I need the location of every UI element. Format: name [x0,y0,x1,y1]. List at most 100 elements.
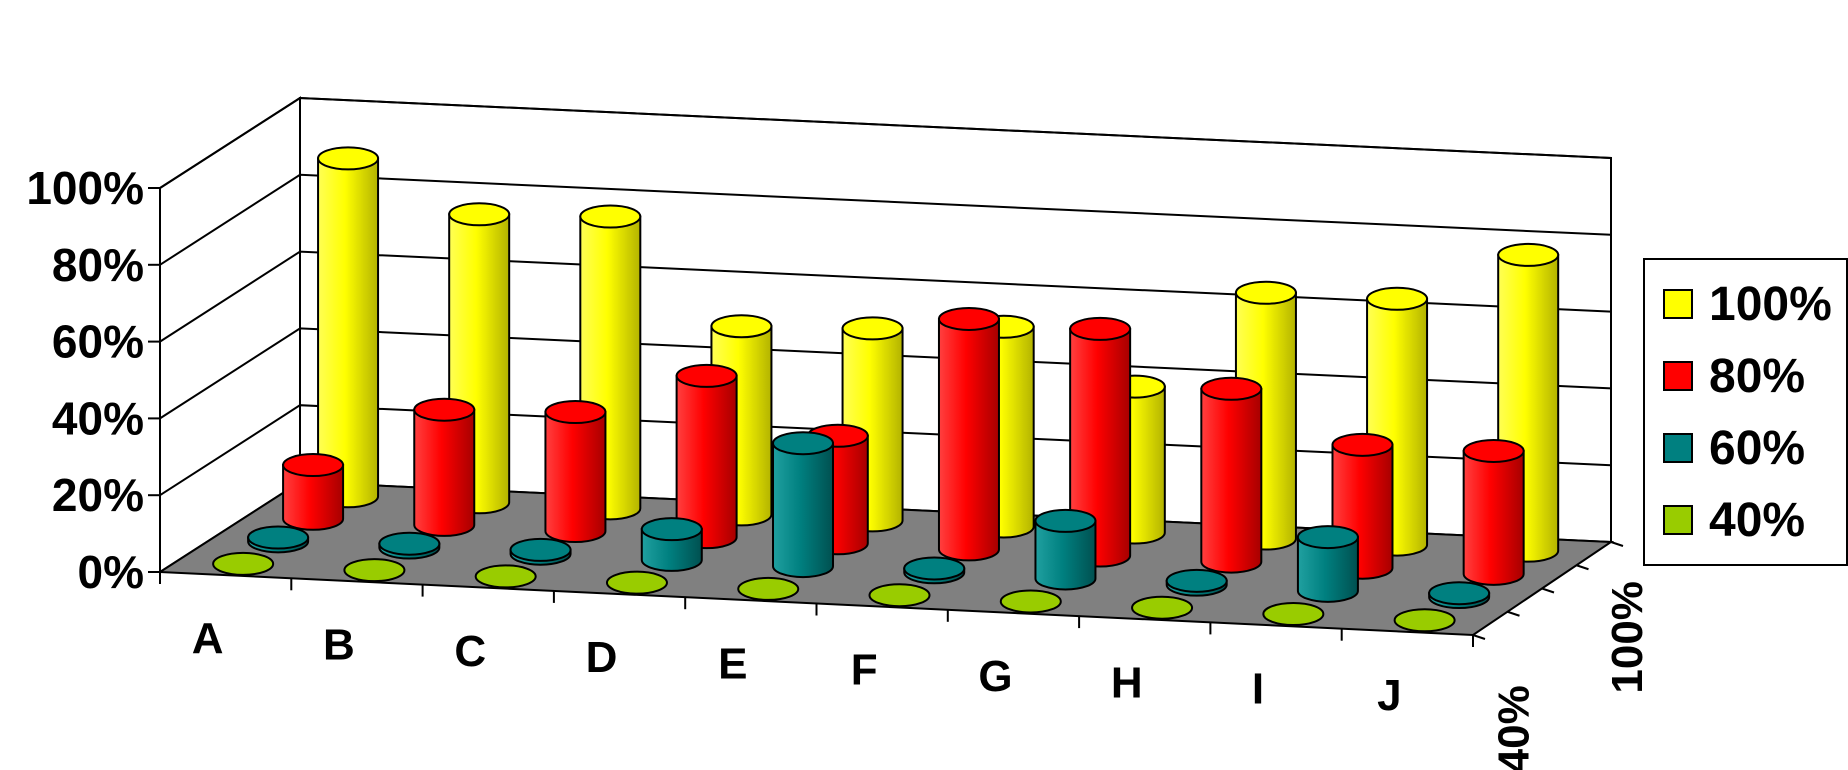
bar-side [772,442,835,579]
legend-swatch-100 [1663,289,1693,319]
depth-tick-mark [1610,541,1624,547]
bar-top [1069,316,1132,341]
x-tick-label: I [1252,665,1264,714]
depth-tick-label: 100% [1603,581,1652,694]
bar-side [1462,449,1525,586]
bar-top [1234,280,1297,305]
bar-side [1034,519,1097,591]
bar-top [317,146,380,171]
x-tick-label: C [454,627,486,676]
legend-label-40: 40% [1709,493,1806,547]
bar-top [737,576,800,601]
bar-top [448,202,511,227]
bar-top [1034,508,1097,533]
legend-item-80: 80% [1663,346,1805,406]
bar-top [841,316,904,341]
bar-D-series-40% [605,570,668,595]
bar-top [1262,601,1325,626]
bar-E-series-40% [737,576,800,601]
gridline [159,173,1612,266]
bar-B-series-40% [343,558,406,583]
gridline [159,404,1612,497]
bar-top [903,556,966,581]
y-tick-label: 60% [52,316,144,368]
bar-side [282,464,345,531]
bar-F-series-40% [868,583,931,608]
bar-B-series-80% [413,397,476,537]
legend-swatch-40 [1663,505,1693,535]
bar-E-series-60% [772,431,835,579]
bar-C-series-80% [544,399,607,544]
bar-J-series-60% [1428,581,1491,610]
depth-tick-mark [1576,564,1589,571]
x-tick-label: E [718,639,747,688]
bar-top [1366,286,1429,311]
bar-top [378,531,441,556]
bar-C-series-40% [474,564,537,589]
bar-G-series-60% [1034,508,1097,591]
legend-item-60: 60% [1663,418,1805,478]
bar-side [544,410,607,544]
bar-top [212,551,275,576]
bar-top [999,589,1062,614]
bar-G-series-80% [1069,316,1132,568]
bar-top [343,558,406,583]
bar-top [1428,581,1491,606]
legend: 100% 80% 60% 40% [1643,258,1848,566]
x-tick-label: J [1377,671,1401,720]
y-tick-label: 80% [52,239,144,291]
x-tick-label: F [851,646,878,695]
bar-F-series-80% [937,306,1000,562]
bar-top [1331,432,1394,457]
bar-top [413,397,476,422]
legend-label-80: 80% [1709,349,1806,403]
bar-B-series-60% [378,531,441,560]
legend-item-100: 100% [1663,274,1832,334]
x-tick-label: A [192,614,224,663]
x-tick-label: B [323,620,355,669]
bar-H-series-80% [1200,376,1263,574]
bar-top [247,525,310,550]
legend-label-100: 100% [1709,277,1832,331]
y-tick-label: 100% [26,162,144,214]
x-tick-label: D [586,633,618,682]
legend-label-60: 60% [1709,421,1806,475]
bar-J-series-40% [1393,608,1456,633]
x-tick-label: G [978,652,1012,701]
bar-top [1131,595,1194,620]
bar-side [413,408,476,537]
bar-C-series-60% [509,537,572,566]
bar-top [1165,568,1228,593]
bar-top [772,431,835,456]
bar-A-series-100% [317,146,380,509]
bar-H-series-60% [1165,568,1228,597]
bar-side [937,317,1000,562]
depth-tick-mark [1507,610,1520,617]
bar-I-series-40% [1262,601,1325,626]
bar-G-series-40% [999,589,1062,614]
y-tick-label: 20% [52,469,144,521]
bar-side [1296,536,1359,603]
bar-A-series-80% [282,453,345,531]
legend-item-40: 40% [1663,490,1805,550]
bar-top [474,564,537,589]
bar-H-series-40% [1131,595,1194,620]
y-tick-label: 0% [78,546,144,598]
bar-I-series-60% [1296,525,1359,603]
gridline [159,250,1612,343]
bar-top [675,363,738,388]
depth-tick-mark [1472,634,1486,640]
y-tick-label: 40% [52,392,144,444]
bar-top [579,204,642,229]
bar-top [282,453,345,478]
bar-A-series-40% [212,551,275,576]
bar-D-series-60% [640,517,703,572]
bar-top [710,314,773,339]
bar-top [1462,438,1525,463]
bar-top [1200,376,1263,401]
depth-tick-label: 40% [1489,685,1538,770]
legend-swatch-80 [1663,361,1693,391]
bar-top [605,570,668,595]
bar-top [509,537,572,562]
